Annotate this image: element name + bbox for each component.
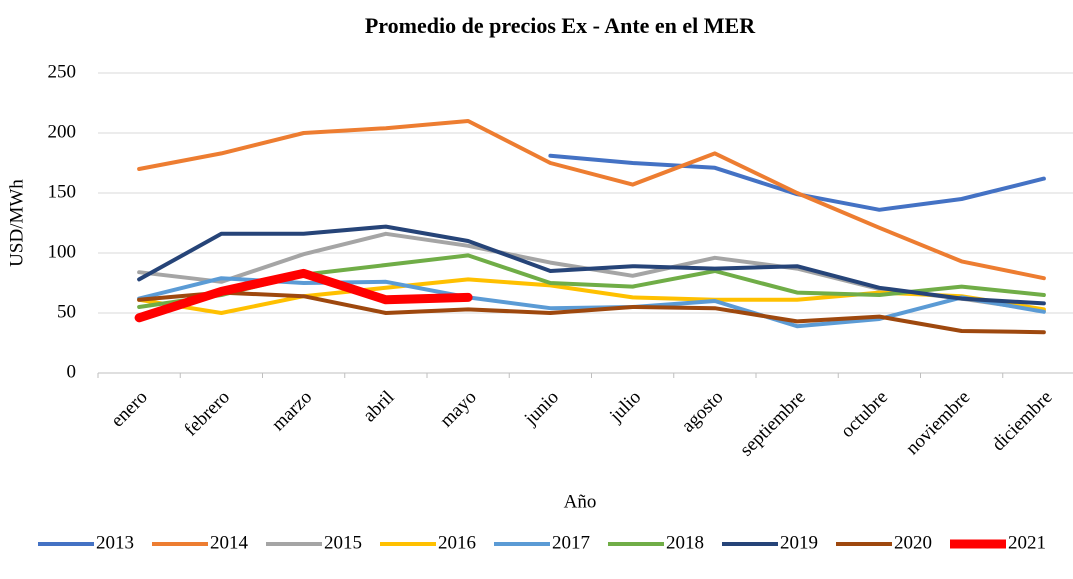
- x-tick-label: noviembre: [902, 387, 974, 459]
- x-tick-label: mayo: [436, 387, 481, 432]
- y-axis-label: USD/MWh: [6, 179, 27, 267]
- series-line: [134, 268, 473, 323]
- legend-label: 2017: [552, 532, 590, 553]
- x-axis-label: Año: [564, 491, 597, 512]
- y-tick-label: 0: [67, 361, 77, 382]
- series-line: [137, 231, 1046, 313]
- legend-label: 2015: [324, 532, 362, 553]
- y-tick-label: 150: [48, 181, 77, 202]
- y-tick-label: 200: [48, 121, 77, 142]
- legend-label: 2020: [894, 532, 932, 553]
- y-tick-label: 250: [48, 61, 77, 82]
- legend-label: 2019: [780, 532, 818, 553]
- x-tick-label: enero: [107, 387, 152, 432]
- series-line: [137, 224, 1046, 306]
- series-line: [137, 119, 1046, 281]
- x-tick-label: octubre: [837, 387, 892, 442]
- legend-label: 2018: [666, 532, 704, 553]
- x-tick-label: agosto: [678, 387, 728, 437]
- x-tick-label: abril: [359, 387, 398, 426]
- x-tick-label: marzo: [268, 387, 316, 435]
- chart-title: Promedio de precios Ex - Ante en el MER: [365, 13, 756, 38]
- y-tick-label: 100: [48, 241, 77, 262]
- legend-label: 2021: [1008, 532, 1046, 553]
- x-tick-label: junio: [520, 387, 563, 430]
- series-line: [137, 276, 1046, 329]
- series-line: [137, 290, 1046, 335]
- x-tick-label: febrero: [180, 387, 234, 441]
- legend-label: 2013: [96, 532, 134, 553]
- x-tick-label: julio: [605, 387, 645, 427]
- legend-label: 2016: [438, 532, 476, 553]
- x-tick-label: septiembre: [736, 387, 810, 461]
- x-tick-label: diciembre: [988, 387, 1057, 456]
- legend-label: 2014: [210, 532, 249, 553]
- y-tick-label: 50: [57, 301, 76, 322]
